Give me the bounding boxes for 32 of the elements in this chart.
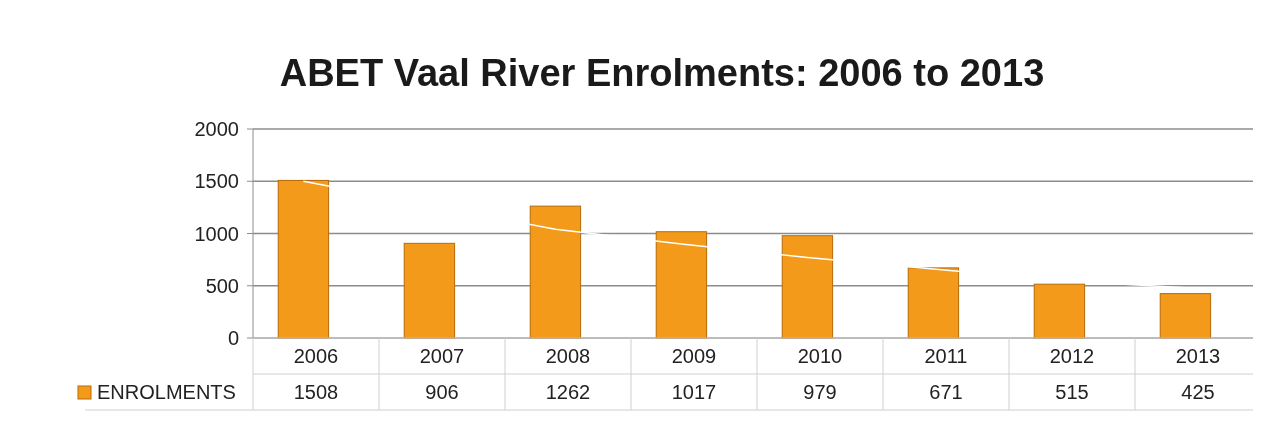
- data-label: 425: [1181, 381, 1215, 403]
- bar: [655, 231, 708, 339]
- data-label: 1017: [671, 381, 717, 403]
- line-series: [302, 180, 1187, 289]
- legend-label: ENROLMENTS: [97, 381, 236, 403]
- bar: [277, 179, 330, 339]
- y-tick-label: 0: [227, 327, 239, 349]
- y-tick-label: 1500: [194, 170, 239, 193]
- y-tick-label: 1000: [194, 222, 239, 245]
- x-tick-label: 2010: [797, 345, 843, 367]
- x-tick-label: 2011: [924, 345, 968, 367]
- bar: [781, 235, 834, 339]
- x-tick-label: 2007: [419, 345, 465, 367]
- bar: [403, 242, 456, 339]
- y-tick-label: 2000: [194, 118, 239, 140]
- x-tick-label: 2006: [293, 345, 339, 367]
- data-label: 1508: [293, 381, 339, 403]
- bar: [907, 267, 960, 339]
- bar: [1033, 283, 1086, 339]
- data-label: 979: [803, 381, 837, 403]
- data-label: 1262: [545, 381, 591, 403]
- x-tick-label: 2013: [1175, 345, 1221, 367]
- data-label: 515: [1055, 381, 1089, 403]
- data-label: 906: [425, 381, 459, 403]
- x-tick-label: 2009: [671, 345, 717, 367]
- bar: [529, 205, 582, 339]
- data-label: 671: [929, 381, 963, 403]
- x-tick-label: 2008: [545, 345, 591, 367]
- y-tick-label: 500: [205, 274, 239, 297]
- bar: [1159, 293, 1212, 339]
- chart-title: ABET Vaal River Enrolments: 2006 to 2013: [279, 52, 1045, 94]
- x-tick-label: 2012: [1049, 345, 1095, 367]
